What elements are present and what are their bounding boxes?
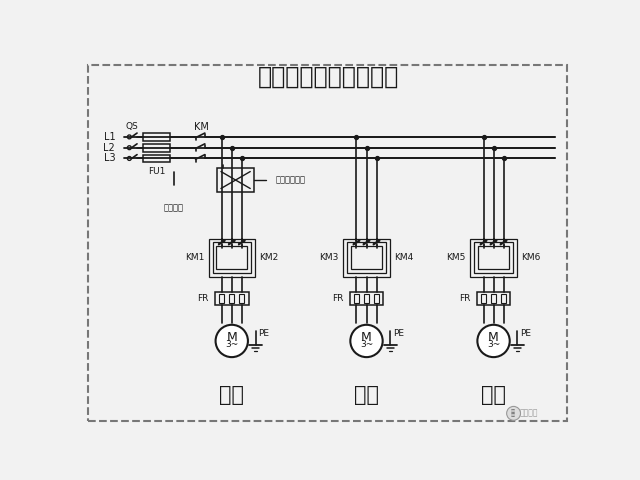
Text: 左右: 左右 xyxy=(481,385,506,405)
Bar xyxy=(491,294,496,303)
Text: FR: FR xyxy=(197,294,209,303)
Text: PE: PE xyxy=(393,329,404,338)
Circle shape xyxy=(127,156,131,160)
Text: KM1: KM1 xyxy=(185,253,204,262)
Text: 电工之家: 电工之家 xyxy=(520,409,538,418)
Text: 前后: 前后 xyxy=(354,385,379,405)
Text: 3~: 3~ xyxy=(360,340,373,349)
Text: KM3: KM3 xyxy=(319,253,339,262)
Bar xyxy=(364,294,369,303)
Text: M: M xyxy=(488,331,499,344)
Text: KM: KM xyxy=(195,122,209,132)
Bar xyxy=(481,294,486,303)
Bar xyxy=(143,133,170,141)
Text: KM2: KM2 xyxy=(259,253,279,262)
Text: FR: FR xyxy=(459,294,470,303)
Text: 3~: 3~ xyxy=(225,340,238,349)
Text: FU1: FU1 xyxy=(148,167,165,176)
Circle shape xyxy=(127,146,131,150)
Bar xyxy=(374,294,380,303)
Bar xyxy=(501,294,506,303)
Bar xyxy=(478,246,509,269)
Text: FR: FR xyxy=(332,294,344,303)
Bar xyxy=(470,239,516,277)
Bar xyxy=(229,294,234,303)
Bar xyxy=(217,168,254,192)
Circle shape xyxy=(477,325,509,357)
Circle shape xyxy=(216,325,248,357)
Text: 电动葫芦主电气原理图: 电动葫芦主电气原理图 xyxy=(257,65,399,89)
Text: PE: PE xyxy=(258,329,269,338)
Bar xyxy=(239,294,244,303)
Text: L2: L2 xyxy=(104,143,115,153)
Bar xyxy=(348,242,386,273)
Bar xyxy=(215,292,249,305)
Text: KM4: KM4 xyxy=(394,253,413,262)
Bar xyxy=(209,239,255,277)
Text: QS: QS xyxy=(125,122,138,132)
Bar xyxy=(354,294,359,303)
Bar xyxy=(219,294,225,303)
Text: M: M xyxy=(227,331,237,344)
Text: PE: PE xyxy=(520,329,531,338)
Bar xyxy=(344,239,390,277)
Text: 前大量位开关: 前大量位开关 xyxy=(276,176,306,184)
Bar xyxy=(349,292,383,305)
Text: L1: L1 xyxy=(104,132,115,142)
Circle shape xyxy=(507,407,520,420)
Text: 电工
之家: 电工 之家 xyxy=(511,409,516,418)
Text: KM6: KM6 xyxy=(521,253,541,262)
Text: L3: L3 xyxy=(104,154,115,164)
Bar xyxy=(143,155,170,162)
Circle shape xyxy=(350,325,383,357)
Text: 控制回路: 控制回路 xyxy=(164,203,184,212)
Text: 3~: 3~ xyxy=(487,340,500,349)
Bar xyxy=(212,242,251,273)
Text: KM5: KM5 xyxy=(447,253,466,262)
Bar xyxy=(477,292,511,305)
Bar xyxy=(143,144,170,152)
Circle shape xyxy=(127,135,131,139)
Text: 升降: 升降 xyxy=(220,385,244,405)
Bar xyxy=(216,246,247,269)
Bar xyxy=(474,242,513,273)
Bar xyxy=(351,246,382,269)
Text: M: M xyxy=(361,331,372,344)
